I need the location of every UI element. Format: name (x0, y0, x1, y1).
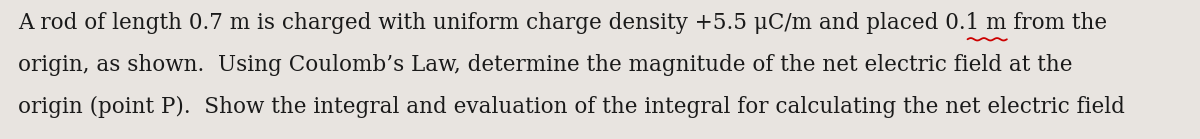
Text: origin (point P).  Show the integral and evaluation of the integral for calculat: origin (point P). Show the integral and … (18, 96, 1124, 118)
Text: A rod of length 0.7 m is charged with uniform charge density +5.5 μC/m and place: A rod of length 0.7 m is charged with un… (18, 12, 1108, 34)
Text: origin, as shown.  Using Coulomb’s Law, determine the magnitude of the net elect: origin, as shown. Using Coulomb’s Law, d… (18, 54, 1073, 76)
